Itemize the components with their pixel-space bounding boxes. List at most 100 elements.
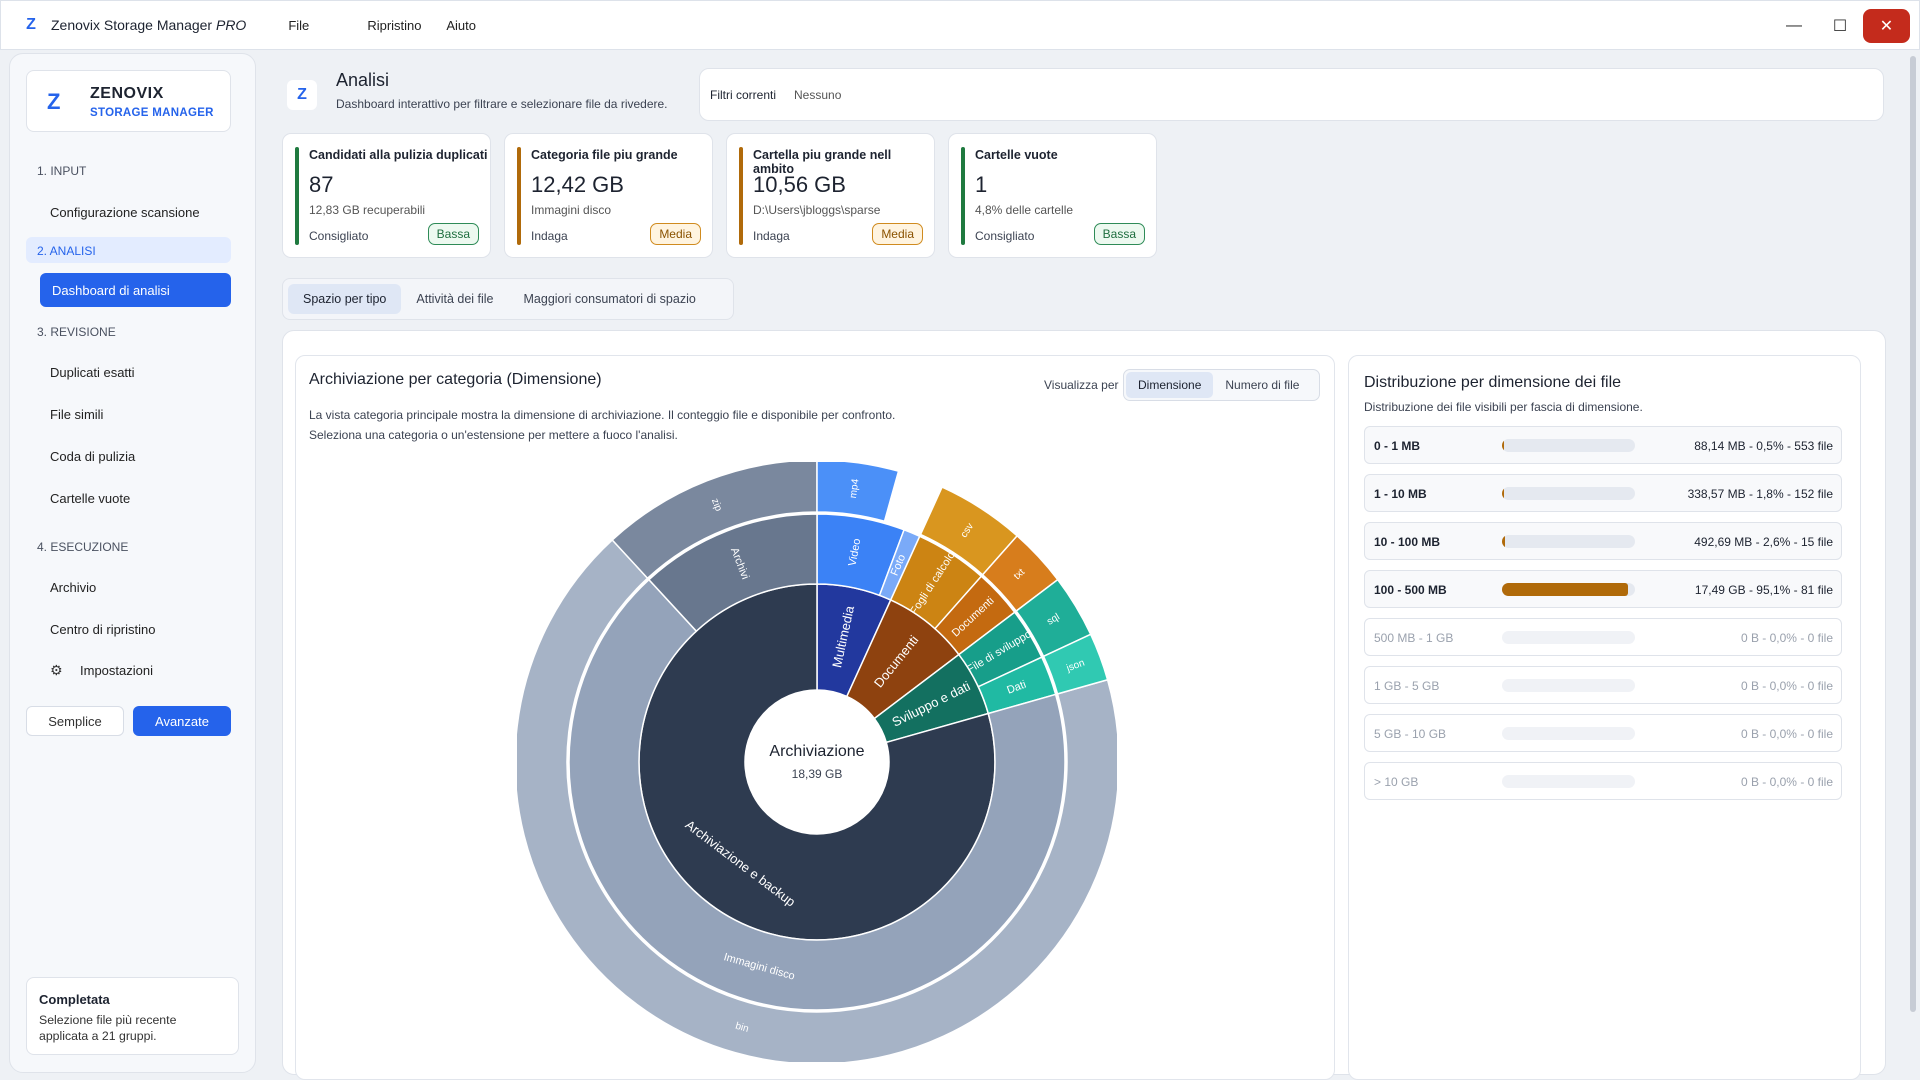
sunburst-slice-level3[interactable] <box>1042 633 1109 695</box>
card-duplicates[interactable]: Candidati alla pulizia duplicati 87 12,8… <box>282 133 491 258</box>
tab-spazio-per-tipo[interactable]: Spazio per tipo <box>288 284 402 314</box>
sunburst-slice-level3[interactable] <box>517 538 1117 1062</box>
sunburst-slice-level2[interactable] <box>568 578 1066 1011</box>
sidebar-item-cartelle-vuote[interactable]: Cartelle vuote <box>50 491 131 506</box>
card-largest-folder[interactable]: Cartella piu grande nell ambito 10,56 GB… <box>726 133 935 258</box>
sunburst-label: bin <box>734 1021 750 1035</box>
card-sub: 12,83 GB recuperabili <box>309 203 426 217</box>
sidebar-item-impostazioni[interactable]: Impostazioni <box>80 663 153 678</box>
distribution-row-value: 0 B - 0,0% - 0 file <box>1740 775 1833 789</box>
card-sub: D:\Users\jbloggs\sparse <box>753 203 881 217</box>
sunburst-slice-level3[interactable] <box>816 462 900 523</box>
sidebar-item-file-simili[interactable]: File simili <box>50 407 104 422</box>
distribution-row-label: 1 - 10 MB <box>1374 487 1427 501</box>
status-card: Completata Selezione file più recente ap… <box>26 977 239 1055</box>
card-title: Categoria file piu grande <box>531 148 678 162</box>
page-title: Analisi <box>336 70 390 90</box>
page-logo-icon: Z <box>287 80 317 110</box>
menu-ripristino[interactable]: Ripristino <box>367 17 422 33</box>
advanced-mode-button[interactable]: Avanzate <box>133 706 231 736</box>
distribution-row[interactable]: 10 - 100 MB 492,69 MB - 2,6% - 15 file <box>1364 522 1842 560</box>
distribution-row-label: 5 GB - 10 GB <box>1374 727 1447 741</box>
filters-label: Filtri correnti <box>710 87 777 102</box>
distribution-row[interactable]: 1 - 10 MB 338,57 MB - 1,8% - 152 file <box>1364 474 1842 512</box>
priority-badge: Bassa <box>1093 223 1145 245</box>
filters-value: Nessuno <box>794 87 842 102</box>
current-filters: Filtri correnti Nessuno <box>699 68 1884 121</box>
distribution-title: Distribuzione per dimensione dei file <box>1364 374 1622 391</box>
distribution-row[interactable]: > 10 GB 0 B - 0,0% - 0 file <box>1364 762 1842 800</box>
distribution-bar-track <box>1502 487 1635 500</box>
distribution-row-label: > 10 GB <box>1374 775 1419 789</box>
minimize-icon[interactable]: — <box>1786 17 1802 34</box>
section-revisione: 3. REVISIONE <box>37 325 116 339</box>
sidebar-item-archivio[interactable]: Archivio <box>50 580 97 595</box>
chart-title: Archiviazione per categoria (Dimensione) <box>309 371 602 388</box>
sidebar-item-duplicati[interactable]: Duplicati esatti <box>50 365 135 380</box>
tab-attivita-file[interactable]: Attività dei file <box>416 292 494 306</box>
card-value: 12,42 GB <box>531 172 624 197</box>
view-by-count-button[interactable]: Numero di file <box>1225 378 1300 392</box>
sidebar-item-ripristino[interactable]: Centro di ripristino <box>50 622 156 637</box>
status-text: Selezione file più recente applicata a 2… <box>39 1013 177 1043</box>
card-empty-folders[interactable]: Cartelle vuote 1 4,8% delle cartelle Con… <box>948 133 1157 258</box>
maximize-icon[interactable]: ☐ <box>1832 18 1848 35</box>
window-controls: — ☐ ✕ <box>1771 1 1919 51</box>
distribution-bar-track <box>1502 727 1635 740</box>
close-icon[interactable]: ✕ <box>1863 9 1910 43</box>
distribution-row[interactable]: 500 MB - 1 GB 0 B - 0,0% - 0 file <box>1364 618 1842 656</box>
priority-badge: Bassa <box>427 223 479 245</box>
mode-toggle: Semplice Avanzate <box>26 706 231 736</box>
card-accent <box>961 147 965 245</box>
sidebar-item-configurazione[interactable]: Configurazione scansione <box>50 205 200 220</box>
card-value: 10,56 GB <box>753 172 846 197</box>
distribution-bar-track <box>1502 535 1635 548</box>
distribution-bar-fill <box>1502 439 1504 452</box>
distribution-bar-track <box>1502 583 1635 596</box>
distribution-row[interactable]: 1 GB - 5 GB 0 B - 0,0% - 0 file <box>1364 666 1842 704</box>
brand-subtitle: STORAGE MANAGER <box>90 107 214 119</box>
distribution-row-value: 0 B - 0,0% - 0 file <box>1740 727 1833 741</box>
distribution-row[interactable]: 0 - 1 MB 88,14 MB - 0,5% - 553 file <box>1364 426 1842 464</box>
view-by-size-button[interactable]: Dimensione <box>1126 372 1214 398</box>
distribution-row[interactable]: 5 GB - 10 GB 0 B - 0,0% - 0 file <box>1364 714 1842 752</box>
simple-mode-button[interactable]: Semplice <box>26 706 124 736</box>
card-title: Cartelle vuote <box>975 148 1058 162</box>
section-analisi[interactable]: 2. ANALISI <box>26 237 231 263</box>
sunburst-center[interactable] <box>745 690 889 834</box>
distribution-row-value: 17,49 GB - 95,1% - 81 file <box>1694 583 1833 597</box>
distribution-row-value: 492,69 MB - 2,6% - 15 file <box>1694 535 1833 549</box>
distribution-row[interactable]: 100 - 500 MB 17,49 GB - 95,1% - 81 file <box>1364 570 1842 608</box>
distribution-row-label: 0 - 1 MB <box>1374 439 1421 453</box>
card-action: Consigliato <box>309 229 369 243</box>
tab-maggiori-consumatori[interactable]: Maggiori consumatori di spazio <box>523 292 696 306</box>
window-title: Zenovix Storage Manager PRO <box>51 17 247 33</box>
card-value: 87 <box>309 172 334 197</box>
menu-aiuto[interactable]: Aiuto <box>446 17 476 33</box>
vertical-scrollbar[interactable] <box>1910 56 1916 1012</box>
distribution-bar-fill <box>1502 583 1629 596</box>
distribution-row-value: 338,57 MB - 1,8% - 152 file <box>1687 487 1833 501</box>
distribution-row-label: 10 - 100 MB <box>1374 535 1441 549</box>
distribution-bar-track <box>1502 679 1635 692</box>
center-value: 18,39 GB <box>792 767 843 781</box>
brand-logo-icon: Z <box>47 89 61 114</box>
card-largest-category[interactable]: Categoria file piu grande 12,42 GB Immag… <box>504 133 713 258</box>
menu-file[interactable]: File <box>288 17 310 33</box>
brand-name: ZENOVIX <box>90 85 164 102</box>
view-by-label: Visualizza per <box>1044 378 1119 392</box>
card-action: Indaga <box>753 229 790 243</box>
app-logo-icon: Z <box>26 16 36 33</box>
distribution-row-value: 0 B - 0,0% - 0 file <box>1740 631 1833 645</box>
menu-bar: File Ripristino Aiuto <box>288 14 525 37</box>
sunburst-slice-level2[interactable] <box>647 513 818 633</box>
card-action: Indaga <box>531 229 568 243</box>
sidebar-item-coda[interactable]: Coda di pulizia <box>50 449 136 464</box>
card-sub: Immagini disco <box>531 203 612 217</box>
page-subtitle: Dashboard interattivo per filtrare e sel… <box>336 97 668 111</box>
card-accent <box>295 147 299 245</box>
distribution-row-value: 0 B - 0,0% - 0 file <box>1740 679 1833 693</box>
priority-badge: Media <box>650 223 701 245</box>
sidebar-item-dashboard[interactable]: Dashboard di analisi <box>40 273 231 307</box>
size-distribution-card: Distribuzione per dimensione dei file Di… <box>1348 355 1861 1080</box>
